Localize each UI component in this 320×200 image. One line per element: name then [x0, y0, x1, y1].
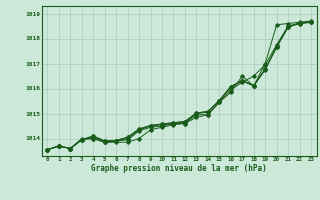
X-axis label: Graphe pression niveau de la mer (hPa): Graphe pression niveau de la mer (hPa): [91, 164, 267, 173]
